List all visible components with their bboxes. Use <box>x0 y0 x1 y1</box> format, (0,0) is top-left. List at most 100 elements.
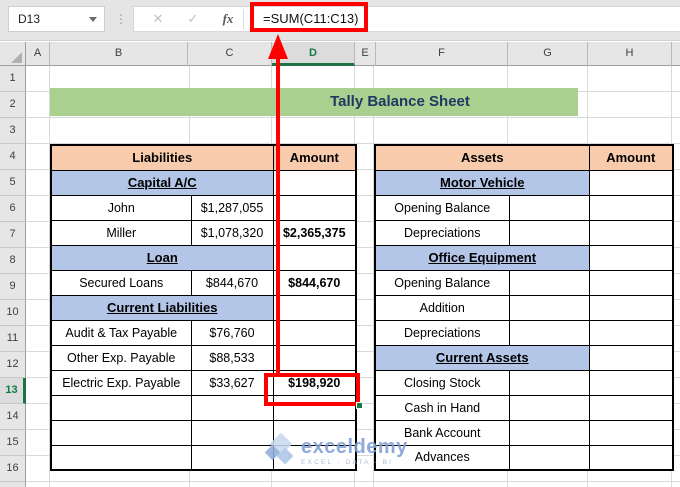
cell[interactable]: Opening Balance <box>374 194 510 221</box>
cell[interactable] <box>508 294 590 321</box>
row-header-14[interactable]: 14 <box>0 404 26 430</box>
row-header-16[interactable]: 16 <box>0 456 26 482</box>
row-header-1[interactable]: 1 <box>0 66 26 92</box>
cell[interactable]: $1,078,320 <box>190 219 274 246</box>
cell[interactable]: $2,365,375 <box>272 219 357 246</box>
cell[interactable]: Audit & Tax Payable <box>50 319 192 346</box>
name-box-dropdown-icon[interactable] <box>89 17 97 22</box>
cell[interactable]: Closing Stock <box>374 369 510 396</box>
cell[interactable] <box>272 319 357 346</box>
formula-bar[interactable]: =SUM(C11:C13) <box>263 11 359 26</box>
cell[interactable] <box>508 269 590 296</box>
cell[interactable] <box>588 419 674 446</box>
row-header-10[interactable]: 10 <box>0 300 26 326</box>
cell[interactable] <box>588 344 674 371</box>
column-header-H[interactable]: H <box>588 42 672 66</box>
assets-header-cell[interactable]: Assets <box>374 144 590 171</box>
cell[interactable] <box>272 344 357 371</box>
cell[interactable]: John <box>50 194 192 221</box>
cell[interactable] <box>508 194 590 221</box>
cell-category[interactable]: Current Assets <box>374 344 590 371</box>
cell[interactable] <box>588 444 674 471</box>
amount-header-cell[interactable]: Amount <box>272 144 357 171</box>
cell[interactable] <box>588 269 674 296</box>
cell-category[interactable]: Capital A/C <box>50 169 274 196</box>
cell[interactable]: Bank Account <box>374 419 510 446</box>
row-header-7[interactable]: 7 <box>0 222 26 248</box>
cell-D13[interactable]: $198,920 <box>272 369 357 396</box>
cell[interactable] <box>272 419 357 446</box>
row-header-8[interactable]: 8 <box>0 248 26 274</box>
cell[interactable] <box>272 169 357 196</box>
cancel-icon[interactable]: ✕ <box>152 11 164 26</box>
cell[interactable] <box>588 219 674 246</box>
cell[interactable]: $844,670 <box>190 269 274 296</box>
cell[interactable] <box>190 419 274 446</box>
cell[interactable] <box>50 419 192 446</box>
cell[interactable] <box>50 394 192 421</box>
cell[interactable] <box>588 369 674 396</box>
column-header-D-selected[interactable]: D <box>272 42 355 66</box>
cell[interactable] <box>588 194 674 221</box>
row-header-11[interactable]: 11 <box>0 326 26 352</box>
column-header-A[interactable]: A <box>26 42 50 66</box>
cell[interactable] <box>588 244 674 271</box>
cell[interactable] <box>508 419 590 446</box>
column-header-G[interactable]: G <box>508 42 588 66</box>
cell[interactable] <box>272 444 357 471</box>
row-header-17-partial[interactable] <box>0 482 26 487</box>
cell[interactable]: Cash in Hand <box>374 394 510 421</box>
enter-check-icon[interactable]: ✓ <box>187 11 199 26</box>
insert-function-icon[interactable]: fx <box>222 11 234 26</box>
cell[interactable]: Addition <box>374 294 510 321</box>
cell[interactable] <box>272 294 357 321</box>
title-banner-cell[interactable] <box>50 88 578 116</box>
row-header-13-selected[interactable]: 13 <box>0 378 26 404</box>
cell[interactable]: Advances <box>374 444 510 471</box>
cell[interactable]: Miller <box>50 219 192 246</box>
cell[interactable]: Other Exp. Payable <box>50 344 192 371</box>
cell[interactable] <box>508 369 590 396</box>
row-header-2[interactable]: 2 <box>0 92 26 118</box>
cell[interactable]: Depreciations <box>374 219 510 246</box>
cell[interactable] <box>50 444 192 471</box>
cell[interactable] <box>508 444 590 471</box>
cell[interactable]: $88,533 <box>190 344 274 371</box>
cell[interactable] <box>508 219 590 246</box>
cell[interactable]: $1,287,055 <box>190 194 274 221</box>
cell[interactable] <box>272 194 357 221</box>
column-header-B[interactable]: B <box>50 42 188 66</box>
cell[interactable]: $76,760 <box>190 319 274 346</box>
cell[interactable] <box>588 169 674 196</box>
cell[interactable] <box>272 244 357 271</box>
cell[interactable] <box>190 394 274 421</box>
cell-category[interactable]: Loan <box>50 244 274 271</box>
liabilities-header-cell[interactable]: Liabilities <box>50 144 274 171</box>
cell[interactable] <box>508 394 590 421</box>
cell-category[interactable]: Office Equipment <box>374 244 590 271</box>
column-header-C[interactable]: C <box>188 42 272 66</box>
column-header-F[interactable]: F <box>376 42 508 66</box>
amount-header-cell[interactable]: Amount <box>588 144 674 171</box>
select-all-corner[interactable] <box>0 42 26 66</box>
row-header-3[interactable]: 3 <box>0 118 26 144</box>
cell[interactable] <box>508 319 590 346</box>
cell[interactable] <box>588 394 674 421</box>
cell-category[interactable]: Motor Vehicle <box>374 169 590 196</box>
column-header-E[interactable]: E <box>355 42 376 66</box>
cell[interactable]: Secured Loans <box>50 269 192 296</box>
name-box[interactable]: D13 <box>8 6 105 32</box>
cell[interactable]: $844,670 <box>272 269 357 296</box>
row-header-4[interactable]: 4 <box>0 144 26 170</box>
cell[interactable] <box>588 319 674 346</box>
row-header-9[interactable]: 9 <box>0 274 26 300</box>
cell[interactable]: Depreciations <box>374 319 510 346</box>
cell[interactable] <box>588 294 674 321</box>
row-header-6[interactable]: 6 <box>0 196 26 222</box>
row-header-15[interactable]: 15 <box>0 430 26 456</box>
cell[interactable] <box>272 394 357 421</box>
cell[interactable] <box>190 444 274 471</box>
row-header-5[interactable]: 5 <box>0 170 26 196</box>
cell[interactable]: $33,627 <box>190 369 274 396</box>
row-header-12[interactable]: 12 <box>0 352 26 378</box>
